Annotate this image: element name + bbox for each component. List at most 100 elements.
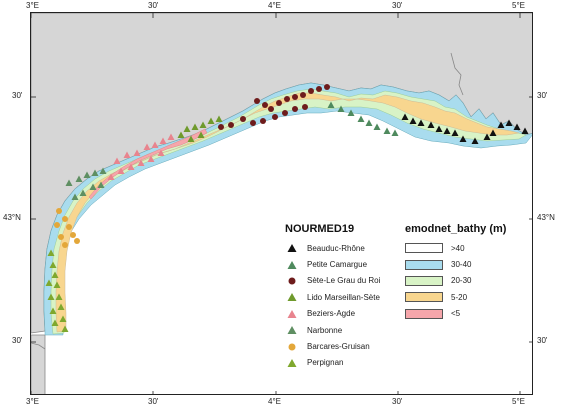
- bathy-legend-item: 30-40: [405, 256, 506, 272]
- site-marker: [117, 167, 125, 174]
- site-marker: [83, 171, 91, 178]
- site-marker: [292, 106, 298, 112]
- site-marker: [276, 100, 282, 106]
- triangle-marker-icon: [285, 309, 299, 319]
- site-legend-label: Beziers-Agde: [307, 309, 356, 319]
- site-marker: [316, 86, 322, 92]
- site-marker: [337, 105, 345, 112]
- site-marker: [61, 325, 69, 332]
- triangle-marker-icon: [285, 260, 299, 270]
- triangle-marker-icon: [285, 243, 299, 253]
- site-marker: [513, 123, 521, 130]
- site-marker: [365, 119, 373, 126]
- site-legend-item: Sète-Le Grau du Roi: [285, 273, 380, 289]
- site-marker: [58, 234, 64, 240]
- site-marker: [409, 117, 417, 124]
- site-marker: [443, 127, 451, 134]
- site-marker: [373, 123, 381, 130]
- site-marker: [151, 141, 159, 148]
- triangle-marker-icon: [285, 292, 299, 302]
- site-marker: [91, 169, 99, 176]
- site-marker: [218, 124, 224, 130]
- site-marker: [71, 193, 79, 200]
- site-legend-item: Petite Camargue: [285, 256, 380, 272]
- site-marker: [272, 114, 278, 120]
- triangle-marker-icon: [285, 358, 299, 368]
- site-marker: [89, 183, 97, 190]
- site-legend-item: Perpignan: [285, 355, 380, 371]
- site-marker: [191, 123, 199, 130]
- bathy-legend-item: <5: [405, 306, 506, 322]
- site-marker: [262, 102, 268, 108]
- site-marker: [357, 115, 365, 122]
- site-legend-label: Sète-Le Grau du Roi: [307, 276, 381, 286]
- site-marker: [55, 293, 63, 300]
- site-legend-title: NOURMED19: [285, 223, 355, 235]
- site-marker: [284, 96, 290, 102]
- site-marker: [123, 151, 131, 158]
- site-marker: [505, 119, 513, 126]
- site-marker: [59, 315, 67, 322]
- river-line: [450, 52, 464, 96]
- bathy-legend-item: 5-20: [405, 289, 506, 305]
- site-marker: [54, 222, 60, 228]
- bathy-legend-label: 30-40: [451, 260, 472, 270]
- site-marker: [157, 149, 165, 156]
- bathy-legend-label: 5-20: [451, 292, 468, 302]
- site-marker: [347, 109, 355, 116]
- top-tick-label: 4°E: [268, 1, 281, 10]
- bathy-legend-label: <5: [451, 309, 461, 319]
- right-tick-label: 30': [537, 91, 548, 100]
- site-markers: [45, 84, 529, 332]
- site-marker: [65, 179, 73, 186]
- site-marker: [521, 127, 529, 134]
- site-marker: [57, 303, 65, 310]
- site-marker: [183, 125, 191, 132]
- site-marker: [327, 101, 335, 108]
- site-marker: [483, 133, 491, 140]
- site-marker: [56, 208, 62, 214]
- site-marker: [62, 216, 68, 222]
- right-tick-label: 30': [537, 336, 548, 345]
- site-marker: [147, 155, 155, 162]
- site-legend-item: Beauduc-Rhône: [285, 240, 380, 256]
- circle-marker-icon: [285, 342, 299, 352]
- bathy-swatch: [405, 259, 443, 270]
- site-marker: [53, 281, 61, 288]
- top-tick-label: 5°E: [512, 1, 525, 10]
- bathy-legend-label: >40: [451, 243, 465, 253]
- site-marker: [143, 143, 151, 150]
- site-marker: [70, 232, 76, 238]
- site-legend-item: Beziers-Agde: [285, 306, 380, 322]
- site-legend-label: Lido Marseillan-Sète: [307, 292, 380, 302]
- bottom-tick-label: 30': [392, 397, 403, 406]
- site-marker: [127, 163, 135, 170]
- site-marker: [49, 307, 57, 314]
- site-marker: [427, 121, 435, 128]
- top-tick-label: 3°E: [26, 1, 39, 10]
- triangle-marker-icon: [285, 325, 299, 335]
- bottom-tick-label: 5°E: [512, 397, 525, 406]
- site-marker: [282, 110, 288, 116]
- site-marker: [79, 189, 87, 196]
- site-marker: [187, 135, 195, 142]
- site-marker: [391, 129, 399, 136]
- site-marker: [383, 127, 391, 134]
- river-line-2: [31, 342, 46, 350]
- site-legend: NOURMED19 Beauduc-Rhône Petite Camargue Sè…: [285, 223, 380, 371]
- site-marker: [49, 261, 57, 268]
- left-tick-label: 30': [12, 336, 23, 345]
- left-tick-label: 30': [12, 91, 23, 100]
- site-marker: [74, 238, 80, 244]
- bathy-legend-title: emodnet_bathy (m): [405, 223, 507, 235]
- site-marker: [260, 118, 266, 124]
- bathy-30-40: [43, 82, 532, 336]
- site-marker: [199, 121, 207, 128]
- map-canvas[interactable]: [31, 13, 533, 395]
- site-marker: [302, 104, 308, 110]
- site-marker: [177, 131, 185, 138]
- site-marker: [137, 159, 145, 166]
- bathy-legend-item: 20-30: [405, 273, 506, 289]
- top-tick-label: 30': [392, 1, 403, 10]
- site-marker: [66, 224, 72, 230]
